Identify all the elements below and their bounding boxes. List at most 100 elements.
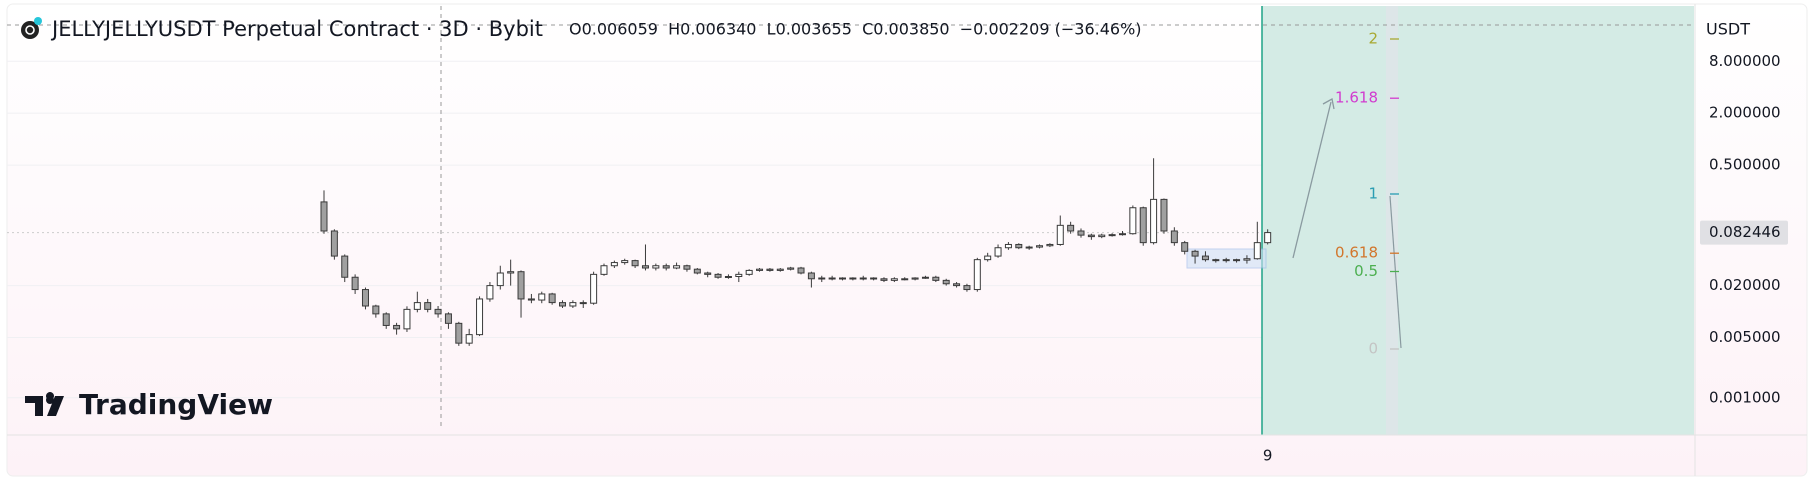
candle-body (517, 271, 525, 300)
candle-body (590, 273, 598, 304)
currency-label: USDT (1706, 20, 1750, 39)
candle-body (351, 276, 359, 291)
candle-body (413, 302, 421, 310)
candle-body (1264, 232, 1272, 244)
candle-body (1150, 198, 1158, 244)
fib-label: 1.618 (1335, 89, 1378, 107)
logo-dot (46, 396, 54, 404)
candle-body (652, 265, 660, 269)
candle-body (1139, 207, 1147, 244)
candle-body (921, 276, 929, 279)
candle-body (341, 255, 349, 278)
price-axis: 8.000000 2.000000 0.500000 0.020000 0.005000… (1263, 52, 1788, 465)
candle-body (942, 279, 950, 285)
arrow-head (1322, 97, 1335, 110)
candle-body (1181, 242, 1189, 252)
candle-body (1253, 242, 1261, 260)
candle-body (559, 302, 567, 307)
candle-body (693, 268, 701, 274)
candle-body (538, 293, 546, 301)
symbol-logo (21, 21, 39, 39)
candle-body (1233, 259, 1241, 262)
projection-area (1262, 6, 1694, 435)
candle-body (403, 308, 411, 330)
fib-label: 1 (1368, 185, 1378, 203)
candle-body (1129, 207, 1137, 235)
candle-body (641, 265, 649, 269)
candle-body (807, 272, 815, 280)
candle-body (320, 201, 328, 232)
candle-body (1243, 258, 1251, 261)
fib-label: 0 (1368, 340, 1378, 358)
candle-body (1118, 233, 1126, 236)
candle-body (797, 267, 805, 274)
projection-arrow (1292, 101, 1332, 259)
candle-body (476, 298, 484, 336)
x-tick-label: 9 (1263, 447, 1273, 465)
candle-body (1212, 259, 1220, 262)
fib-label: 0.618 (1335, 244, 1378, 262)
y-tick-label: 0.500000 (1709, 156, 1781, 174)
candle-body (735, 273, 743, 278)
candle-body (932, 276, 940, 281)
candles (320, 158, 1272, 346)
candle-body (372, 305, 380, 315)
candle-body (527, 298, 535, 301)
y-tick-label: 2.000000 (1709, 104, 1781, 122)
candle-body (444, 313, 452, 324)
y-tick-label: 0.005000 (1709, 328, 1781, 346)
candle-body (953, 283, 961, 287)
candle-body (621, 260, 629, 264)
candle-body (1067, 224, 1075, 232)
y-tick-label: 0.020000 (1709, 276, 1781, 294)
tradingview-logo: TradingView (25, 388, 273, 421)
y-tick-label: 8.000000 (1709, 52, 1781, 70)
candle-body (610, 262, 618, 267)
candle-body (393, 324, 401, 330)
candle-body (1087, 234, 1095, 238)
candle-body (839, 277, 846, 280)
candle-body (1025, 246, 1033, 249)
candle-body (662, 265, 670, 269)
candle-body (704, 272, 712, 275)
candle-body (1098, 234, 1106, 238)
candle-body (787, 267, 795, 270)
watermark: TradingView (79, 388, 273, 421)
candle-body (1170, 230, 1178, 244)
candle-body (496, 272, 504, 287)
fib-label: 2 (1368, 30, 1378, 48)
ohlc-legend: O0.006059 H0.006340 L0.003655 C0.003850 … (569, 20, 1142, 39)
candle-body (486, 285, 494, 300)
candle-body (745, 269, 753, 275)
candle-body (1160, 198, 1168, 232)
candle-body (1004, 243, 1012, 249)
candle-body (849, 277, 857, 280)
candle-body (766, 268, 774, 271)
last-price-tag (1700, 220, 1788, 245)
candle-body (776, 268, 784, 271)
candle-body (901, 278, 909, 281)
candle-body (818, 277, 826, 280)
logo-icon (25, 392, 64, 416)
candle-body (569, 302, 577, 307)
candle-body (330, 230, 338, 257)
candle-body (880, 278, 888, 281)
candle-body (1056, 224, 1064, 245)
candle-body (994, 247, 1002, 257)
candle-body (870, 277, 878, 280)
candle-body (631, 260, 639, 267)
symbol-logo-mark (25, 25, 35, 35)
candle-body (579, 302, 587, 305)
candle-body (673, 265, 681, 269)
symbol-logo-dot (34, 17, 42, 25)
candle-body (1222, 259, 1230, 262)
candle-body (714, 273, 722, 278)
candle-body (963, 285, 971, 291)
candle-body (911, 277, 919, 280)
candle-body (507, 271, 515, 274)
candle-body (1015, 243, 1023, 249)
candle-body (434, 308, 442, 315)
